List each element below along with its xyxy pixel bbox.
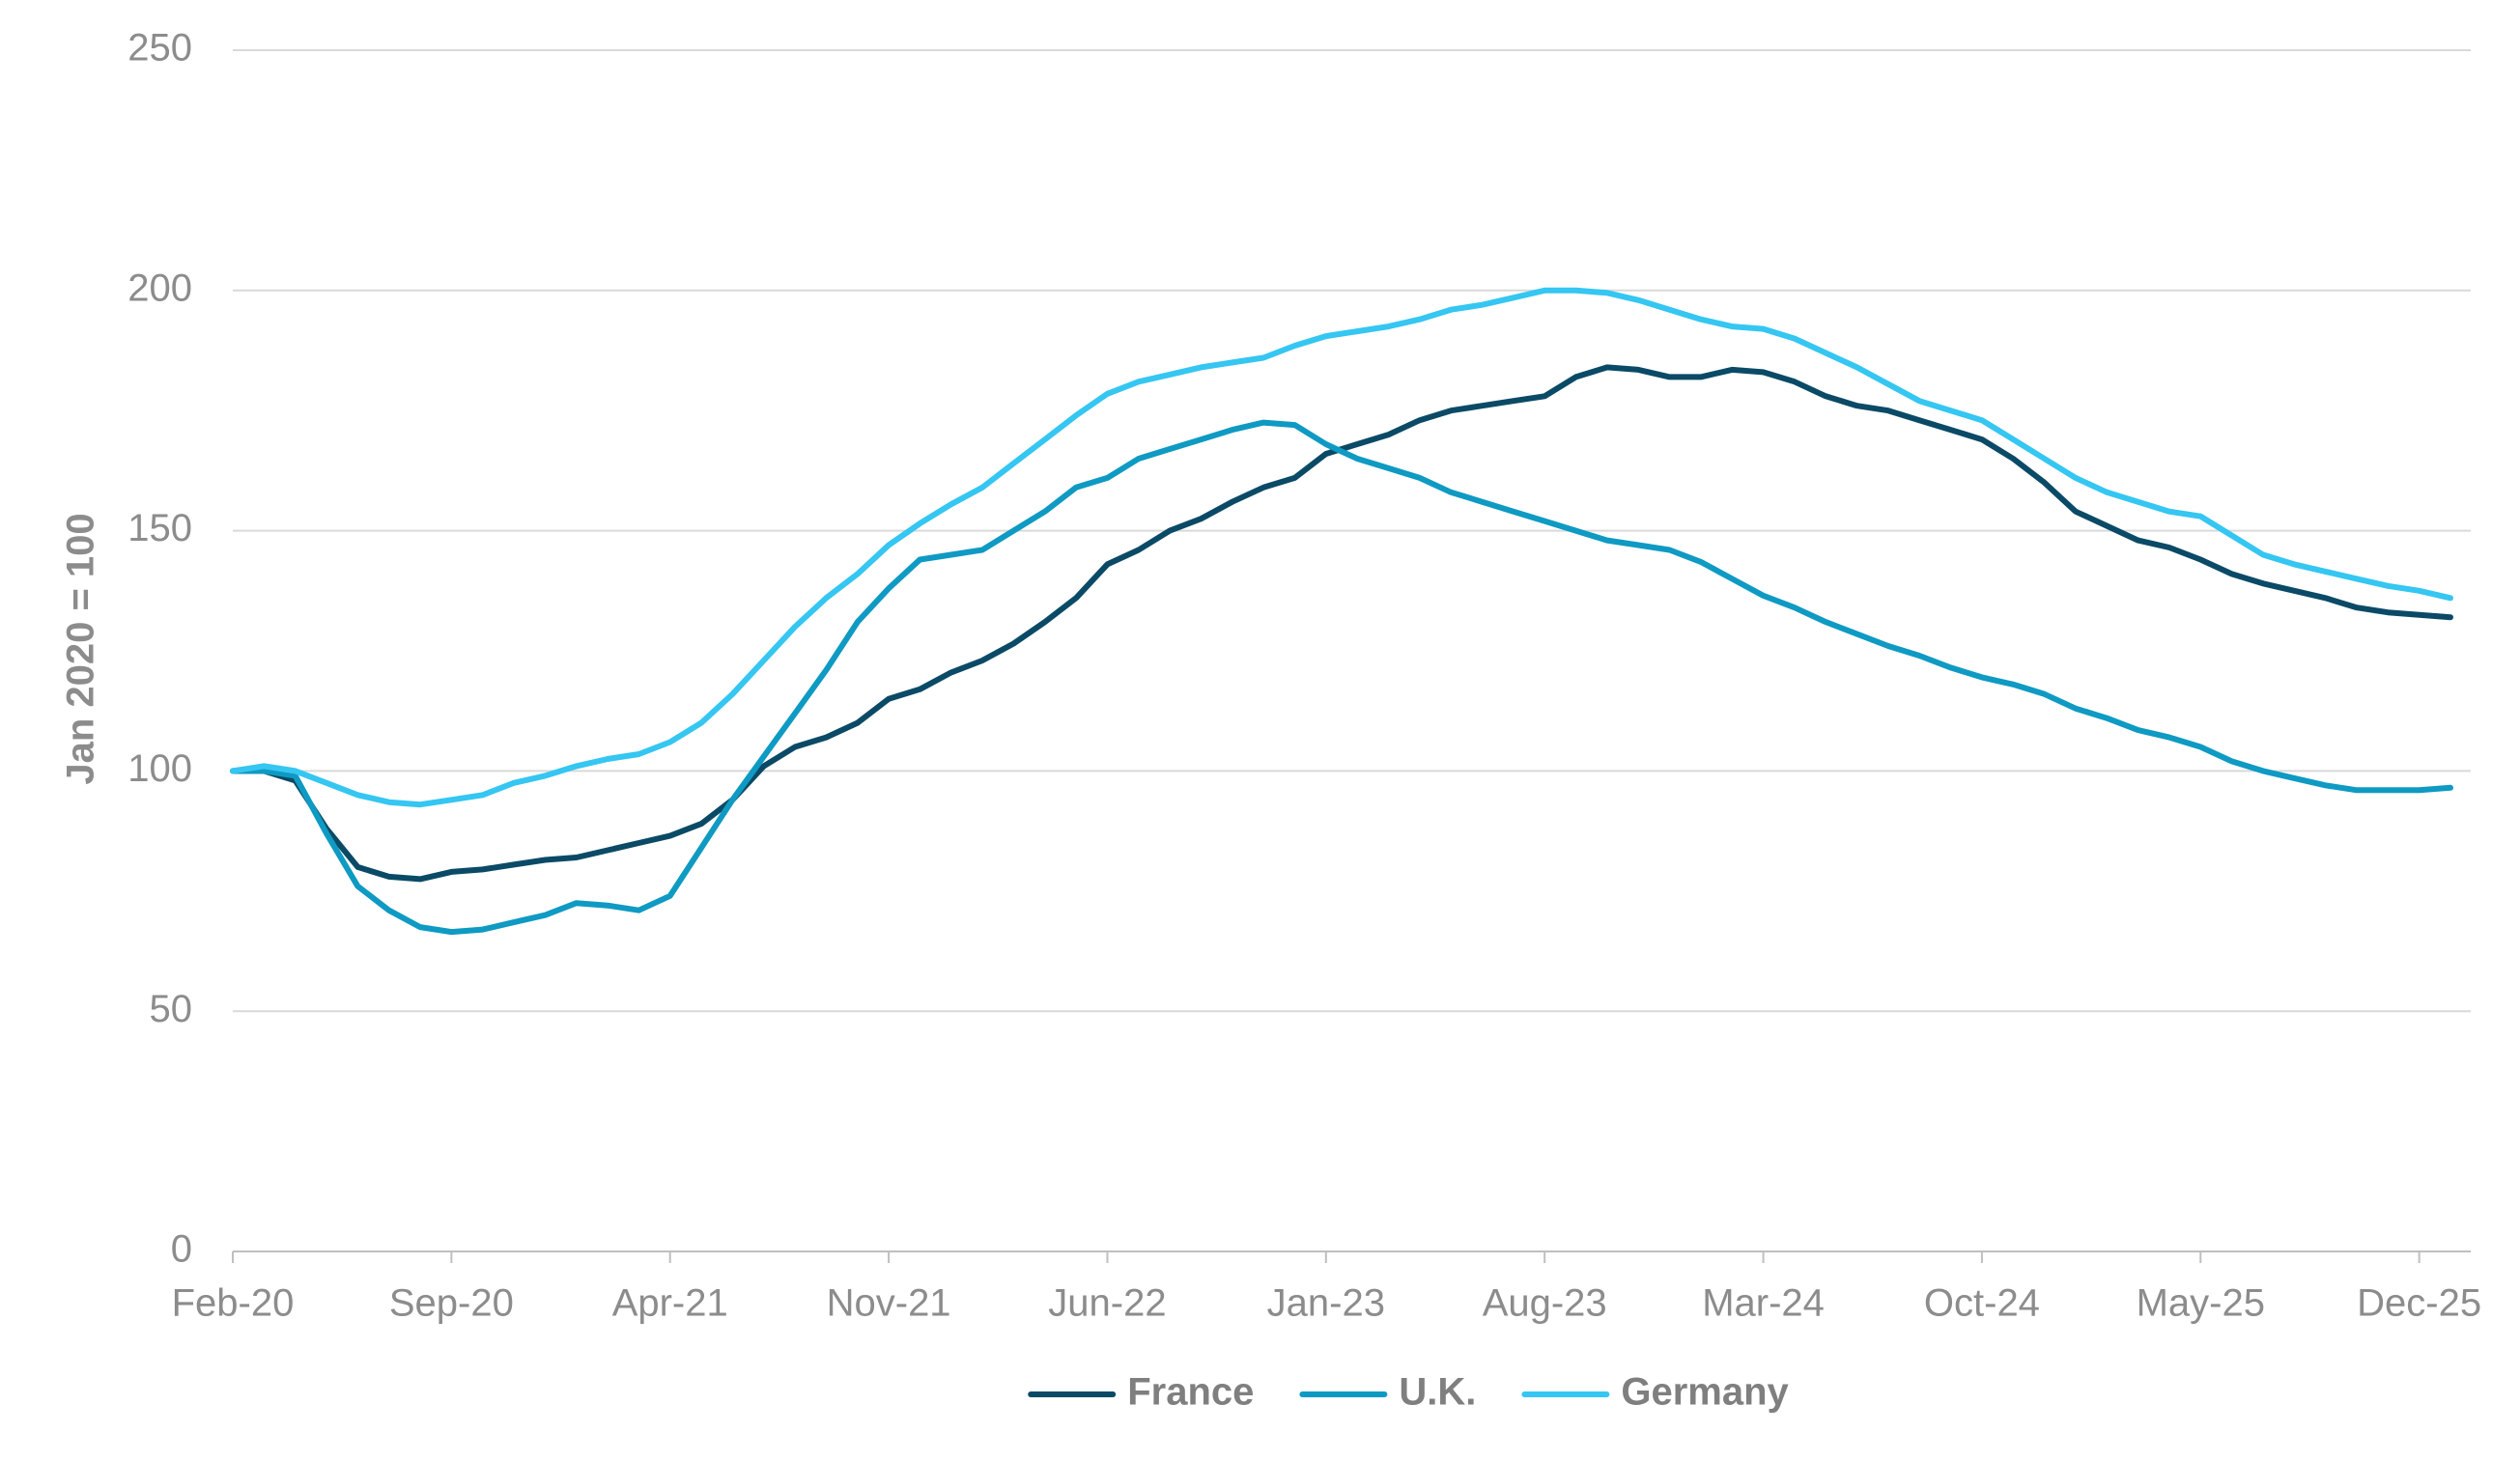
- x-tick-label: Sep-20: [389, 1282, 514, 1325]
- y-tick-label: 100: [127, 747, 192, 790]
- x-tick-label: Jun-22: [1048, 1282, 1166, 1325]
- y-tick-label: 0: [171, 1228, 192, 1271]
- x-tick-label: May-25: [2137, 1282, 2265, 1325]
- y-tick-label: 150: [127, 507, 192, 549]
- line-series: [230, 287, 2453, 808]
- line-series: [230, 419, 2453, 936]
- legend-label: U.K.: [1399, 1371, 1476, 1414]
- x-tick-label: Feb-20: [172, 1282, 295, 1325]
- y-axis-title: Jan 2020 = 100: [60, 513, 102, 784]
- legend-label: France: [1127, 1371, 1254, 1414]
- x-tick-label: Apr-21: [612, 1282, 728, 1325]
- legend-label: Germany: [1621, 1371, 1789, 1414]
- x-tick-label: Nov-21: [827, 1282, 951, 1325]
- y-tick-label: 50: [150, 988, 193, 1030]
- x-tick-label: Jan-23: [1267, 1282, 1385, 1325]
- x-tick-label: Oct-24: [1924, 1282, 2040, 1325]
- x-tick-label: Aug-23: [1483, 1282, 1607, 1325]
- x-tick-label: Dec-25: [2357, 1282, 2481, 1325]
- x-tick-label: Mar-24: [1702, 1282, 1825, 1325]
- y-tick-label: 200: [127, 267, 192, 309]
- y-tick-label: 250: [127, 27, 192, 70]
